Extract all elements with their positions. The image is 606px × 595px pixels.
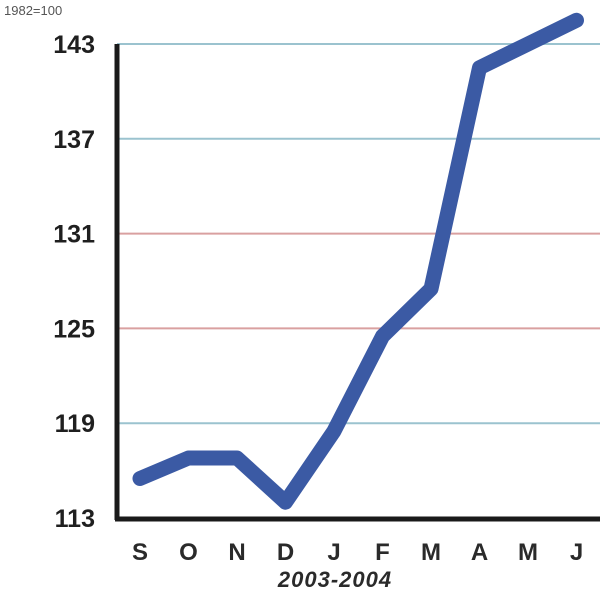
x-tick-label: M: [518, 539, 538, 566]
x-tick-label: A: [471, 539, 488, 566]
y-tick-label: 125: [53, 315, 95, 343]
x-tick-label: S: [132, 539, 148, 566]
x-axis-label: 2003-2004: [277, 567, 392, 592]
y-tick-label: 119: [55, 410, 95, 438]
x-tick-label: J: [570, 539, 583, 566]
x-tick-label: M: [421, 539, 441, 566]
x-tick-label: J: [327, 539, 340, 566]
x-tick-label: D: [277, 539, 294, 566]
y-tick-label: 137: [53, 126, 95, 154]
x-tick-label: N: [228, 539, 245, 566]
series-line: [132, 12, 584, 510]
gridlines: [117, 43, 600, 425]
y-tick-label: 143: [53, 31, 95, 59]
x-tick-label: F: [375, 539, 390, 566]
y-tick-label: 131: [53, 221, 95, 249]
y-axis-ticks: 113 119 125 131 137 143: [53, 31, 95, 533]
x-tick-label: O: [179, 539, 198, 566]
unit-label: 1982=100: [4, 3, 62, 18]
y-tick-label: 113: [55, 505, 95, 533]
